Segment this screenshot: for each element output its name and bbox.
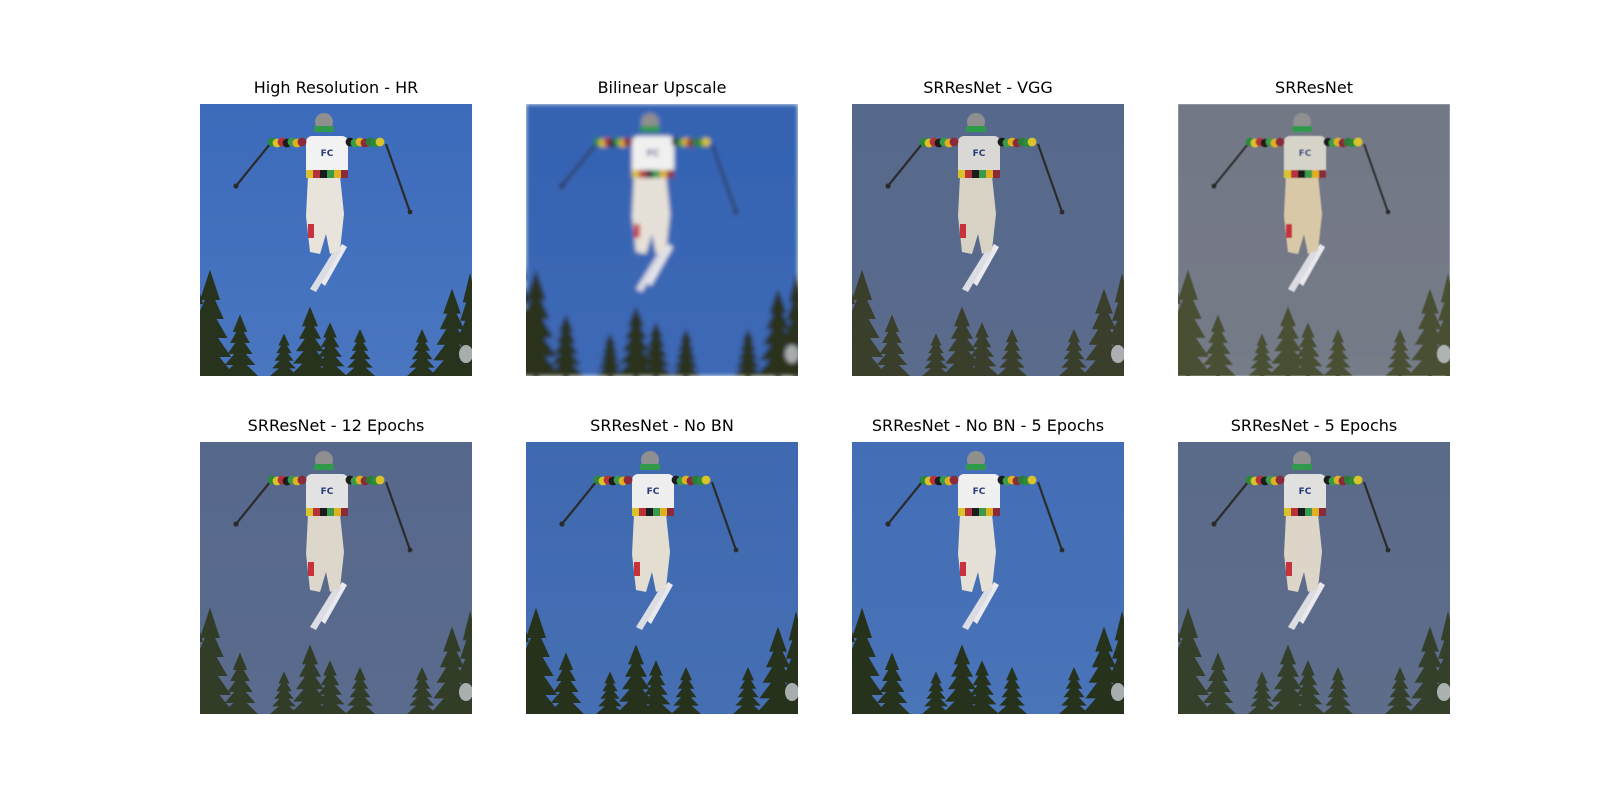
skier-image: FC: [200, 442, 472, 714]
panel-title: SRResNet: [1275, 78, 1353, 97]
svg-text:FC: FC: [973, 149, 986, 159]
panel-title: High Resolution - HR: [253, 78, 419, 97]
skier-image: FC: [1178, 104, 1450, 376]
panel-title: SRResNet - 5 Epochs: [1230, 416, 1398, 435]
panel-title: SRResNet - No BN: [590, 416, 734, 435]
svg-text:FC: FC: [1299, 487, 1312, 497]
skier-image: FC: [852, 104, 1124, 376]
svg-text:FC: FC: [973, 487, 986, 497]
skier-image: FC: [526, 442, 798, 714]
panel-title: SRResNet - No BN - 5 Epochs: [871, 416, 1105, 435]
svg-text:FC: FC: [321, 487, 334, 497]
skier-image: FC: [852, 442, 1124, 714]
svg-text:FC: FC: [647, 149, 660, 159]
panel-title: Bilinear Upscale: [597, 78, 727, 97]
skier-image: FC: [200, 104, 472, 376]
svg-text:FC: FC: [321, 149, 334, 159]
svg-text:FC: FC: [1299, 149, 1312, 159]
skier-image: FC: [1178, 442, 1450, 714]
panel-title: SRResNet - 12 Epochs: [247, 416, 425, 435]
svg-text:FC: FC: [647, 487, 660, 497]
panel-title: SRResNet - VGG: [923, 78, 1053, 97]
skier-image: FC: [526, 104, 798, 376]
